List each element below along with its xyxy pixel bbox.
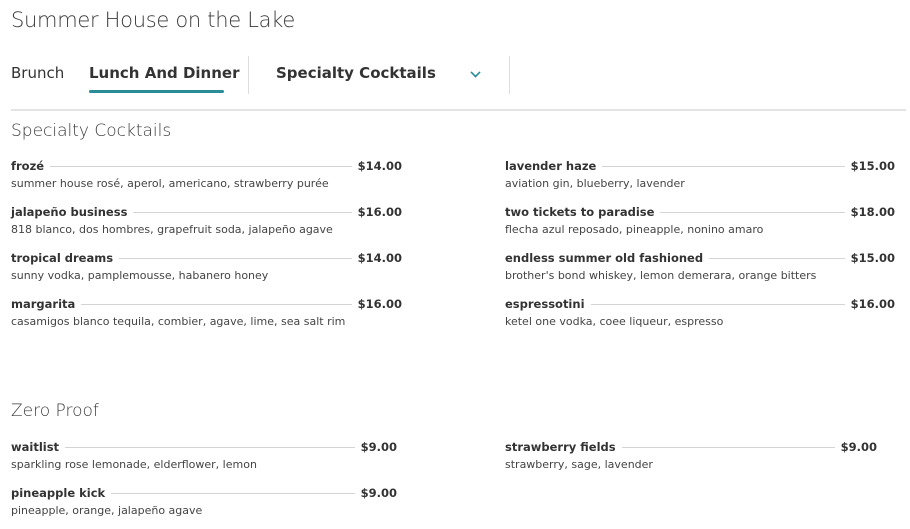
- item-name: two tickets to paradise: [505, 205, 655, 219]
- menu-nav: Brunch Lunch And Dinner Specialty Cockta…: [11, 56, 910, 96]
- item-name: endless summer old fashioned: [505, 251, 704, 265]
- item-description: sparkling rose lemonade, elderflower, le…: [11, 458, 257, 471]
- dotted-leader: [709, 257, 845, 259]
- divider: [248, 56, 249, 94]
- item-name: jalapeño business: [11, 205, 128, 219]
- item-description: sunny vodka, pamplemousse, habanero hone…: [11, 269, 269, 282]
- item-price: $15.00: [850, 159, 895, 173]
- menu-item: two tickets to paradise $18.00 flecha azul…: [505, 204, 895, 244]
- dotted-leader: [590, 303, 845, 305]
- divider: [509, 56, 510, 94]
- section-title: Zero Proof: [11, 401, 99, 421]
- item-name: margarita: [11, 297, 76, 311]
- item-price: $9.00: [360, 486, 397, 500]
- item-description: flecha azul reposado, pineapple, nonino …: [505, 223, 764, 236]
- menu-item: margarita $16.00 casamigos blanco tequila,…: [11, 296, 402, 336]
- menu-item: waitlist $9.00 sparkling rose lemonade, el…: [11, 439, 397, 479]
- item-price: $14.00: [357, 159, 402, 173]
- item-description: pineapple, orange, jalapeño agave: [11, 504, 203, 517]
- item-name: frozé: [11, 159, 45, 173]
- page-title: Summer House on the Lake: [11, 8, 295, 32]
- item-description: ketel one vodka, coee liqueur, espresso: [505, 315, 724, 328]
- item-name: strawberry fields: [505, 440, 616, 454]
- item-name: espressotini: [505, 297, 585, 311]
- item-description: summer house rosé, aperol, americano, st…: [11, 177, 329, 190]
- item-name: pineapple kick: [11, 486, 106, 500]
- menu-item: tropical dreams $14.00 sunny vodka, pample…: [11, 250, 402, 290]
- item-price: $16.00: [357, 297, 402, 311]
- dotted-leader: [602, 165, 845, 167]
- menu-item: jalapeño business $16.00 818 blanco, dos h…: [11, 204, 402, 244]
- item-name: tropical dreams: [11, 251, 114, 265]
- menu-item: pineapple kick $9.00 pineapple, orange, ja…: [11, 485, 397, 525]
- item-price: $9.00: [840, 440, 877, 454]
- dotted-leader: [81, 303, 352, 305]
- menu-item: frozé $14.00 summer house rosé, aperol, am…: [11, 158, 402, 198]
- tab-brunch[interactable]: Brunch: [11, 64, 65, 82]
- dotted-leader: [621, 446, 835, 448]
- section-dropdown[interactable]: Specialty Cocktails: [249, 56, 509, 94]
- dotted-leader: [50, 165, 352, 167]
- item-description: strawberry, sage, lavender: [505, 458, 653, 471]
- menu-item: lavender haze $15.00 aviation gin, blueber…: [505, 158, 895, 198]
- dotted-leader: [111, 492, 355, 494]
- item-description: 818 blanco, dos hombres, grapefruit soda…: [11, 223, 333, 236]
- dotted-leader: [119, 257, 352, 259]
- item-price: $15.00: [850, 251, 895, 265]
- item-description: aviation gin, blueberry, lavender: [505, 177, 685, 190]
- item-name: waitlist: [11, 440, 60, 454]
- menu-item: endless summer old fashioned $15.00 brothe…: [505, 250, 895, 290]
- active-tab-indicator: [89, 90, 224, 93]
- item-description: brother's bond whiskey, lemon demerara, …: [505, 269, 817, 282]
- menu-item: espressotini $16.00 ketel one vodka, coee …: [505, 296, 895, 336]
- item-name: lavender haze: [505, 159, 597, 173]
- item-price: $14.00: [357, 251, 402, 265]
- item-price: $16.00: [357, 205, 402, 219]
- chevron-down-icon: [470, 67, 481, 78]
- section-title: Specialty Cocktails: [11, 121, 172, 141]
- item-description: casamigos blanco tequila, combier, agave…: [11, 315, 346, 328]
- item-price: $18.00: [850, 205, 895, 219]
- divider: [11, 109, 906, 111]
- dotted-leader: [660, 211, 845, 213]
- tab-lunch-and-dinner[interactable]: Lunch And Dinner: [89, 64, 240, 82]
- item-price: $16.00: [850, 297, 895, 311]
- item-price: $9.00: [360, 440, 397, 454]
- menu-item: strawberry fields $9.00 strawberry, sage, …: [505, 439, 877, 479]
- dotted-leader: [133, 211, 352, 213]
- dropdown-selected: Specialty Cocktails: [276, 64, 436, 82]
- dotted-leader: [65, 446, 355, 448]
